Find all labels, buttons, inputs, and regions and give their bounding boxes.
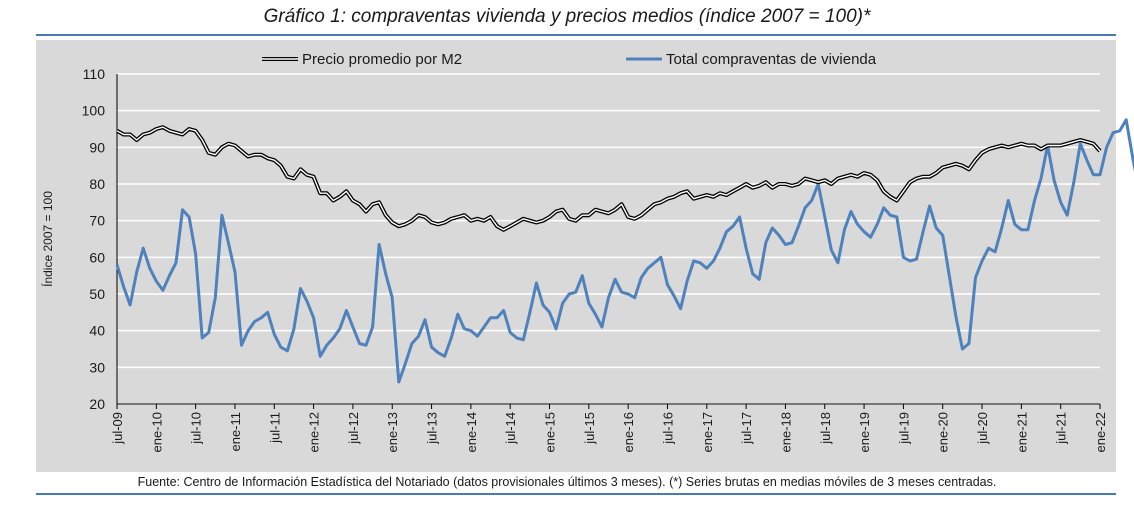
x-tick-label: ene-21 — [1014, 412, 1029, 452]
x-tick-label: jul-19 — [896, 412, 911, 445]
x-tick-label: jul-21 — [1054, 412, 1069, 445]
x-tick-label: ene-11 — [228, 412, 243, 452]
y-tick-label: 70 — [89, 213, 105, 229]
y-tick-label: 20 — [89, 396, 105, 412]
x-tick-label: jul-09 — [110, 412, 125, 445]
x-tick-label: jul-15 — [582, 412, 597, 445]
chart-title: Gráfico 1: compraventas vivienda y preci… — [263, 6, 871, 27]
x-tick-label: jul-20 — [975, 412, 990, 445]
x-tick-label: jul-14 — [503, 412, 518, 445]
x-tick-label: jul-18 — [818, 412, 833, 445]
bottom-rule — [36, 493, 1116, 495]
x-tick-label: ene-20 — [936, 412, 951, 452]
y-tick-label: 40 — [89, 323, 105, 339]
y-tick-label: 50 — [89, 286, 105, 302]
source-note: Fuente: Centro de Información Estadístic… — [137, 475, 997, 489]
y-tick-label: 80 — [89, 176, 105, 192]
x-tick-label: ene-17 — [700, 412, 715, 452]
y-tick-label: 100 — [82, 103, 106, 119]
series-line-sales — [115, 118, 1134, 384]
legend-label-sales: Total compraventas de vivienda — [666, 51, 877, 68]
x-tick-label: ene-10 — [149, 412, 164, 452]
x-tick-label: jul-10 — [189, 412, 204, 445]
x-tick-label: ene-14 — [464, 412, 479, 452]
top-rule — [36, 34, 1116, 36]
series-line-price-outline — [116, 125, 1102, 232]
x-tick-label: ene-18 — [778, 412, 793, 452]
x-tick-label: ene-22 — [1093, 412, 1108, 452]
x-tick-label: ene-13 — [385, 412, 400, 452]
y-tick-label: 60 — [89, 249, 105, 265]
x-tick-label: jul-17 — [739, 412, 754, 445]
y-tick-label: 110 — [83, 66, 106, 82]
y-axis-label: Índice 2007 = 100 — [40, 191, 55, 287]
x-tick-label: jul-16 — [660, 412, 675, 445]
x-tick-label: ene-15 — [543, 412, 558, 452]
x-tick-label: ene-16 — [621, 412, 636, 452]
x-tick-label: ene-12 — [307, 412, 322, 452]
legend-label-price: Precio promedio por M2 — [302, 51, 462, 68]
y-tick-label: 30 — [89, 359, 105, 375]
x-tick-label: jul-13 — [425, 412, 440, 445]
y-tick-label: 90 — [89, 139, 105, 155]
chart-area — [36, 40, 1116, 472]
series-line-price — [116, 126, 1101, 231]
x-tick-label: jul-11 — [267, 412, 282, 444]
x-tick-label: ene-19 — [857, 412, 872, 452]
x-tick-label: jul-22 — [1132, 412, 1134, 445]
x-tick-label: jul-12 — [346, 412, 361, 445]
